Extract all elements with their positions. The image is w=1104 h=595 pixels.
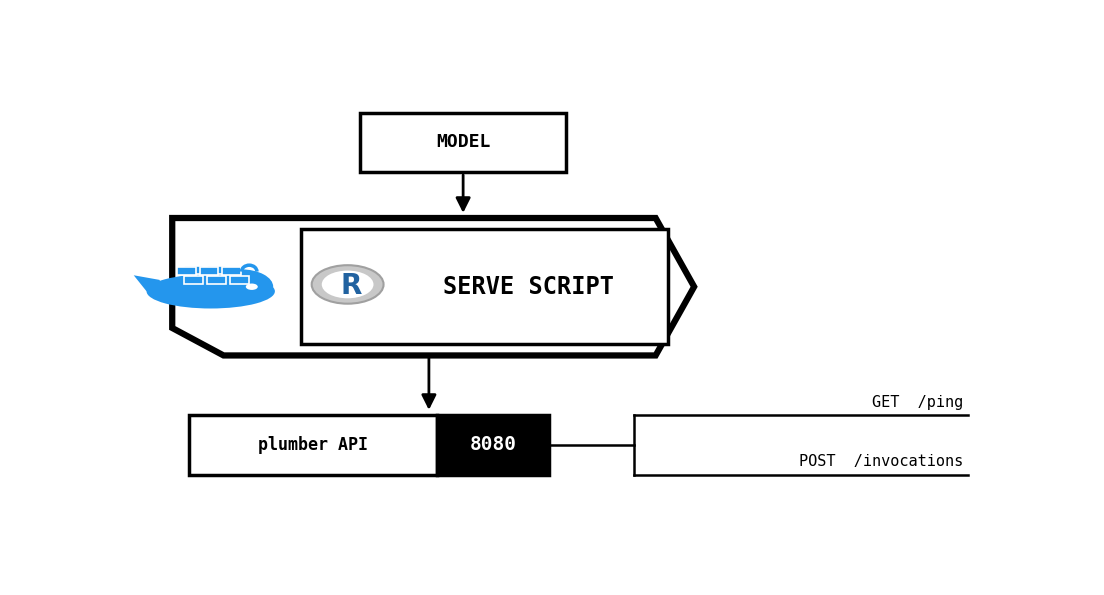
Polygon shape: [172, 218, 694, 355]
Circle shape: [209, 270, 273, 304]
FancyBboxPatch shape: [360, 112, 565, 172]
Text: 8080: 8080: [469, 436, 517, 455]
Circle shape: [321, 271, 373, 298]
FancyBboxPatch shape: [437, 415, 549, 475]
FancyBboxPatch shape: [231, 275, 250, 284]
Text: GET  /ping: GET /ping: [872, 394, 964, 409]
FancyBboxPatch shape: [222, 267, 241, 275]
Text: R: R: [340, 272, 362, 300]
FancyBboxPatch shape: [178, 267, 197, 275]
FancyBboxPatch shape: [190, 415, 437, 475]
FancyBboxPatch shape: [200, 267, 219, 275]
FancyBboxPatch shape: [208, 275, 226, 284]
FancyBboxPatch shape: [184, 275, 203, 284]
Text: POST  /invocations: POST /invocations: [799, 454, 964, 469]
Text: plumber API: plumber API: [258, 436, 369, 454]
Circle shape: [311, 265, 383, 303]
Circle shape: [246, 284, 257, 290]
FancyBboxPatch shape: [184, 266, 203, 274]
FancyBboxPatch shape: [300, 230, 669, 344]
Ellipse shape: [147, 274, 275, 308]
Text: MODEL: MODEL: [436, 133, 490, 151]
FancyBboxPatch shape: [208, 266, 226, 274]
Text: SERVE SCRIPT: SERVE SCRIPT: [443, 275, 614, 299]
Polygon shape: [134, 275, 163, 292]
